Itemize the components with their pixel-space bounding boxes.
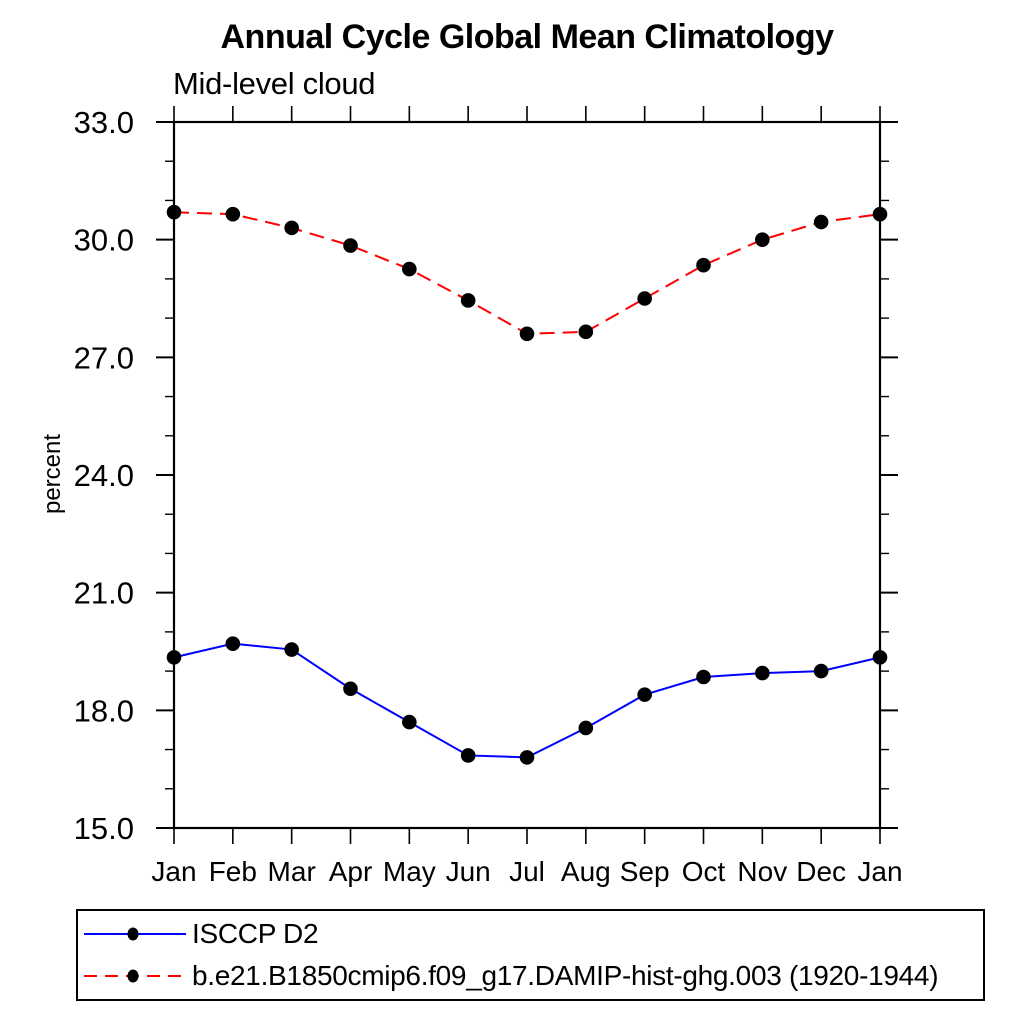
- data-point-marker-series-1: [343, 238, 358, 253]
- data-point-marker-series-0: [225, 636, 241, 651]
- y-tick-label: 21.0: [74, 576, 134, 611]
- x-tick-label: Mar: [268, 856, 316, 887]
- x-tick-label: Oct: [682, 856, 726, 887]
- data-point-marker-series-0: [343, 681, 358, 697]
- data-point-marker-series-0: [637, 687, 652, 702]
- data-point-marker-series-0: [755, 665, 770, 681]
- x-tick-label: Jun: [446, 856, 491, 887]
- data-point-marker-series-0: [284, 642, 299, 657]
- data-point-marker-series-1: [637, 291, 652, 306]
- legend-marker: [127, 969, 139, 983]
- x-tick-label: May: [383, 856, 436, 887]
- y-tick-label: 30.0: [74, 223, 134, 258]
- data-point-marker-series-0: [402, 714, 417, 730]
- data-point-marker-series-1: [519, 326, 535, 342]
- y-tick-label: 27.0: [74, 340, 134, 375]
- y-tick-label: 24.0: [74, 458, 134, 493]
- legend-marker: [127, 927, 139, 941]
- x-tick-label: Jul: [509, 856, 545, 887]
- chart-title: Annual Cycle Global Mean Climatology: [220, 18, 835, 56]
- series-line-0: [173, 642, 881, 759]
- x-tick-label: Sep: [620, 856, 670, 887]
- data-point-marker-series-1: [225, 206, 241, 222]
- legend-item: ISCCP D2: [80, 914, 983, 954]
- data-point-marker-series-1: [578, 324, 594, 340]
- x-tick-label: Jan: [151, 856, 196, 887]
- x-tick-label: Jan: [857, 856, 902, 887]
- data-point-marker-series-0: [166, 650, 182, 665]
- data-point-marker-series-0: [813, 663, 829, 679]
- y-tick-label: 18.0: [74, 693, 134, 728]
- data-point-marker-series-0: [519, 750, 535, 765]
- data-point-marker-series-1: [755, 232, 770, 247]
- series-line-1: [173, 211, 881, 335]
- legend: ISCCP D2 b.e21.B1850cmip6.f09_g17.DAMIP-…: [76, 909, 985, 1001]
- legend-line-sample-dashed: [84, 969, 186, 983]
- data-point-marker-series-1: [402, 261, 417, 277]
- data-point-marker-series-1: [460, 293, 476, 308]
- data-point-marker-series-1: [872, 206, 888, 222]
- x-tick-label: Apr: [329, 856, 373, 887]
- x-tick-label: Nov: [737, 856, 787, 887]
- y-tick-label: 15.0: [74, 811, 134, 846]
- x-tick-label: Feb: [209, 856, 257, 887]
- chart-subtitle: Mid-level cloud: [173, 66, 376, 101]
- data-point-marker-series-1: [284, 220, 299, 236]
- data-point-marker-series-0: [578, 720, 594, 736]
- data-point-marker-series-0: [696, 669, 711, 685]
- legend-label: ISCCP D2: [192, 917, 319, 949]
- data-point-marker-series-0: [460, 748, 476, 763]
- legend-label: b.e21.B1850cmip6.f09_g17.DAMIP-hist-ghg.…: [192, 960, 939, 992]
- plot-frame: [172, 120, 882, 830]
- data-point-marker-series-1: [696, 257, 711, 273]
- legend-line-sample-solid: [84, 927, 186, 941]
- data-point-marker-series-0: [872, 650, 888, 665]
- x-tick-label: Dec: [796, 856, 846, 887]
- data-point-marker-series-1: [813, 214, 829, 230]
- x-tick-label: Aug: [561, 856, 611, 887]
- data-point-marker-series-1: [166, 204, 182, 220]
- y-tick-label: 33.0: [74, 105, 134, 140]
- legend-item: b.e21.B1850cmip6.f09_g17.DAMIP-hist-ghg.…: [80, 956, 983, 996]
